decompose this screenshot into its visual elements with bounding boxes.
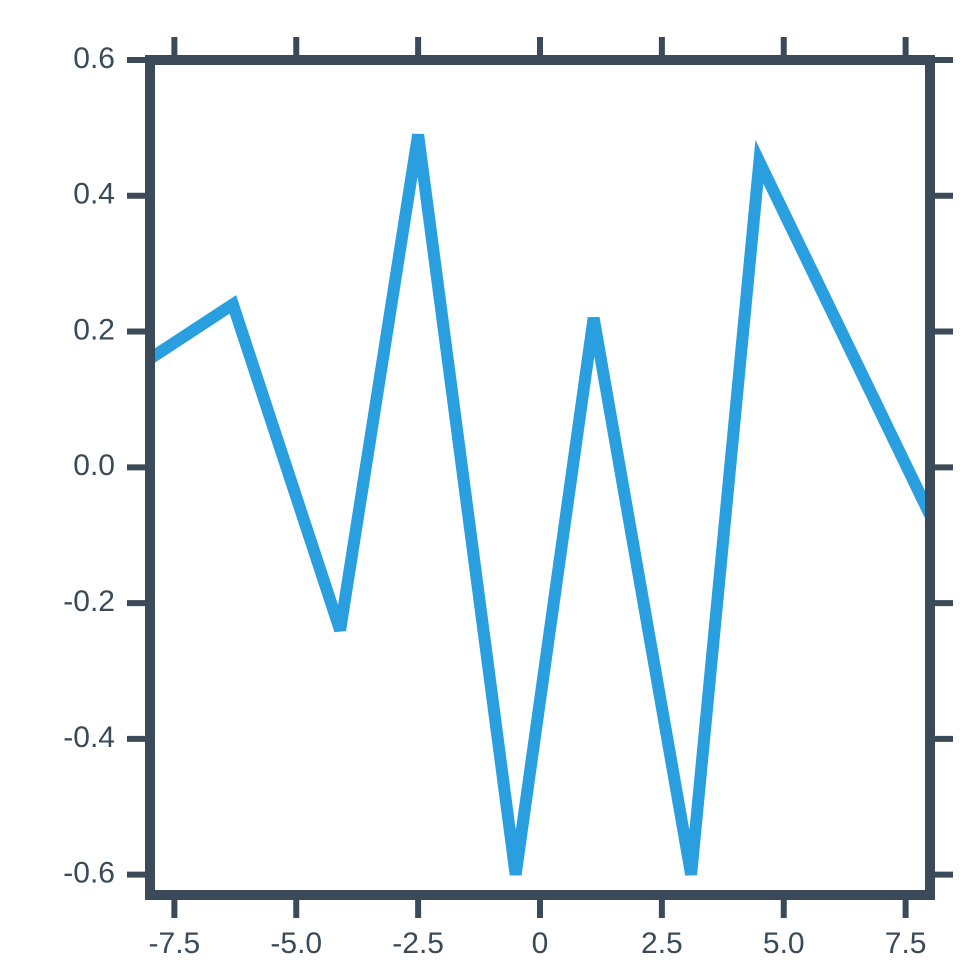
x-tick-label: -7.5 <box>149 927 201 960</box>
line-chart: -0.6 -0.4 -0.2 0.0 0.2 0.4 0.6 -7.5 -5.0 -2.5 0 2.5… <box>0 0 980 980</box>
x-tick-label: -5.0 <box>270 927 322 960</box>
chart-svg: -0.6 -0.4 -0.2 0.0 0.2 0.4 0.6 -7.5 -5.0 -2.5 0 2.5… <box>0 0 980 980</box>
x-tick-label: 7.5 <box>885 927 927 960</box>
x-tick-label: 5.0 <box>763 927 805 960</box>
y-tick-label: -0.6 <box>63 857 115 890</box>
x-tick-label: -2.5 <box>392 927 444 960</box>
y-tick-label: -0.4 <box>63 721 115 754</box>
y-tick-label: 0.0 <box>73 449 115 482</box>
x-tick-label: 2.5 <box>641 927 683 960</box>
y-tick-label: 0.4 <box>73 178 115 211</box>
y-tick-label: -0.2 <box>63 585 115 618</box>
y-tick-label: 0.2 <box>73 313 115 346</box>
x-tick-label: 0 <box>532 927 549 960</box>
y-tick-label: 0.6 <box>73 42 115 75</box>
